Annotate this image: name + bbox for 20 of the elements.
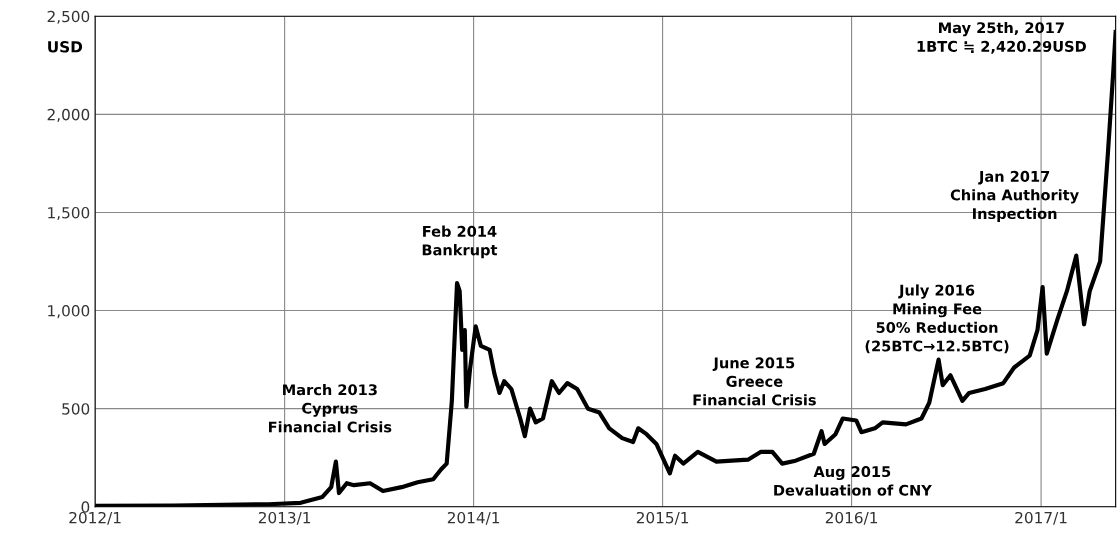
y-tick-label: 0: [81, 501, 90, 513]
x-tick-label: 2017/1: [1015, 511, 1067, 525]
annotation: July 2016 Mining Fee 50% Reduction (25BTC→12.5BTC): [865, 284, 1009, 354]
annotation: Jan 2017 China Authority Inspection: [950, 170, 1079, 222]
x-tick-label: 2012/1: [69, 511, 121, 525]
annotation: March 2013 Cyprus Financial Crisis: [268, 383, 392, 433]
y-tick-label: 2,500: [47, 10, 90, 24]
annotation: June 2015 Greece Financial Crisis: [693, 357, 816, 406]
y-tick-label: 1,000: [48, 305, 90, 319]
annotation: Feb 2014 Bankrupt: [422, 225, 498, 259]
x-tick-label: 2016/1: [825, 511, 878, 525]
annotation: May 25th, 2017 1BTC ≒ 2,420.29USD: [917, 21, 1086, 54]
annotation: Aug 2015 Devaluation of CNY: [774, 466, 932, 496]
y-tick-label: 500: [62, 403, 90, 415]
x-tick-label: 2013/1: [258, 511, 311, 525]
y-tick-label: 1,500: [48, 206, 90, 221]
x-tick-label: 2015/1: [636, 511, 689, 525]
y-axis-title: USD: [48, 41, 83, 53]
y-tick-label: 2,000: [47, 108, 90, 122]
x-tick-label: 2014/1: [447, 511, 500, 525]
